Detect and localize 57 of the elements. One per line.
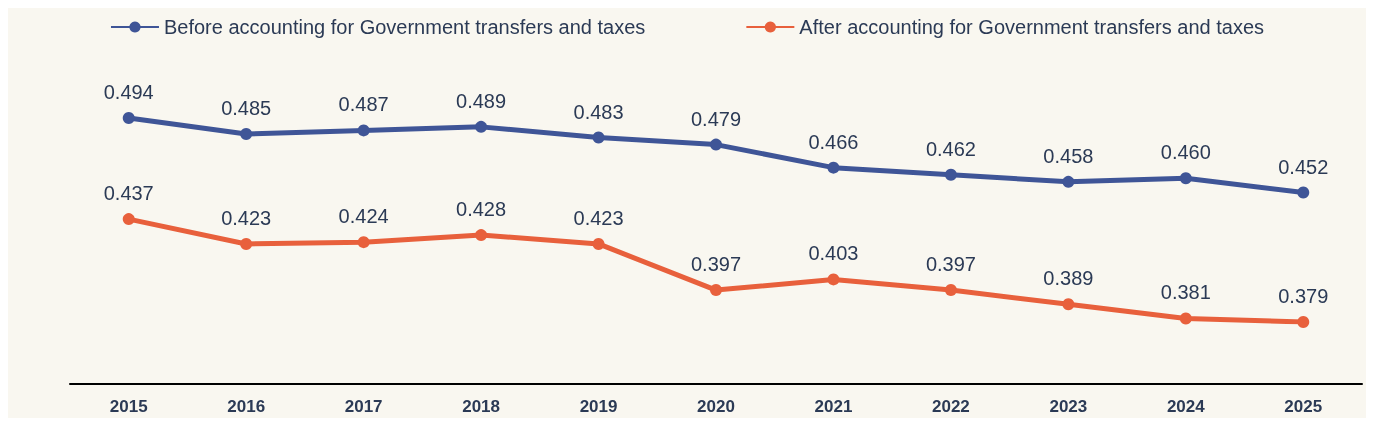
x-tick-label: 2025 bbox=[1284, 397, 1323, 416]
data-label: 0.428 bbox=[456, 198, 507, 221]
legend-label: Before accounting for Government transfers and taxes bbox=[163, 16, 646, 38]
point bbox=[1179, 312, 1192, 325]
x-tick-label: 2023 bbox=[1049, 397, 1088, 416]
data-label: 0.460 bbox=[1160, 141, 1211, 164]
data-label: 0.487 bbox=[338, 93, 389, 116]
data-label: 0.397 bbox=[925, 253, 976, 276]
data-label: 0.423 bbox=[221, 206, 272, 229]
point bbox=[1297, 186, 1310, 199]
data-label: 0.381 bbox=[1160, 281, 1211, 304]
point bbox=[592, 131, 605, 144]
x-tick-label: 2015 bbox=[109, 397, 148, 416]
point bbox=[592, 237, 605, 250]
x-tick-label: 2022 bbox=[932, 397, 970, 416]
point bbox=[475, 120, 488, 133]
x-tick-label: 2024 bbox=[1166, 397, 1206, 416]
point bbox=[944, 284, 957, 297]
legend-label: After accounting for Government transfers and taxes bbox=[799, 16, 1265, 38]
x-tick-label: 2017 bbox=[344, 397, 383, 416]
data-label: 0.452 bbox=[1278, 155, 1329, 178]
data-label: 0.423 bbox=[573, 206, 624, 229]
data-label: 0.483 bbox=[573, 100, 624, 123]
point bbox=[475, 229, 488, 242]
point bbox=[122, 213, 135, 226]
point bbox=[240, 237, 253, 250]
point bbox=[710, 284, 722, 297]
point bbox=[357, 236, 370, 249]
x-tick-label: 2020 bbox=[697, 397, 735, 416]
data-label: 0.397 bbox=[690, 253, 742, 276]
data-label: 0.379 bbox=[1278, 285, 1329, 307]
data-label: 0.494 bbox=[103, 81, 154, 103]
data-label: 0.462 bbox=[925, 137, 976, 160]
point bbox=[357, 124, 370, 137]
x-tick-label: 2019 bbox=[579, 397, 618, 416]
data-label: 0.424 bbox=[338, 205, 389, 228]
x-tick-label: 2021 bbox=[814, 397, 853, 416]
data-label: 0.458 bbox=[1043, 144, 1094, 167]
point bbox=[1297, 316, 1310, 328]
point bbox=[1062, 298, 1075, 311]
point bbox=[944, 168, 957, 181]
x-tick-label: 2016 bbox=[227, 397, 266, 416]
data-label: 0.403 bbox=[808, 242, 859, 265]
point bbox=[827, 161, 840, 174]
data-label: 0.479 bbox=[690, 107, 742, 130]
data-label: 0.437 bbox=[103, 182, 154, 205]
data-label: 0.489 bbox=[456, 89, 507, 112]
data-label: 0.466 bbox=[808, 130, 859, 153]
point bbox=[122, 112, 135, 124]
point bbox=[710, 138, 722, 151]
point bbox=[1062, 175, 1075, 188]
point bbox=[240, 127, 253, 140]
x-tick-label: 2018 bbox=[462, 397, 500, 416]
data-label: 0.485 bbox=[221, 96, 272, 119]
point bbox=[1179, 172, 1192, 185]
point bbox=[827, 273, 840, 286]
data-label: 0.389 bbox=[1043, 267, 1094, 290]
